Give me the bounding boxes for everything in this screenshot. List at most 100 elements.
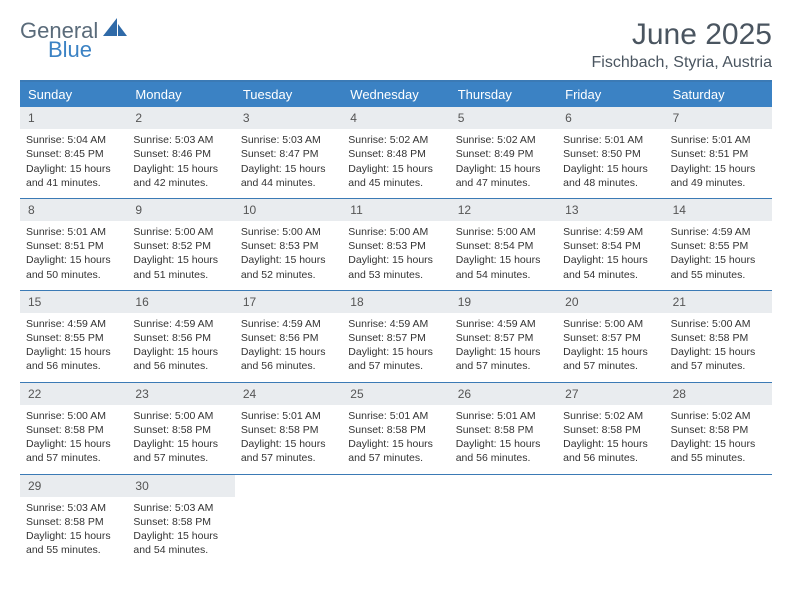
calendar-cell: 11Sunrise: 5:00 AMSunset: 8:53 PMDayligh… xyxy=(342,199,449,290)
weekday-header: Sunday Monday Tuesday Wednesday Thursday… xyxy=(20,82,772,107)
daylight-text: Daylight: 15 hours xyxy=(133,162,228,176)
daylight-text: and 56 minutes. xyxy=(26,359,121,373)
day-number: 5 xyxy=(450,107,557,129)
sunset-text: Sunset: 8:58 PM xyxy=(241,423,336,437)
daylight-text: Daylight: 15 hours xyxy=(563,253,658,267)
day-number: 1 xyxy=(20,107,127,129)
day-number: 6 xyxy=(557,107,664,129)
daylight-text: and 41 minutes. xyxy=(26,176,121,190)
sunset-text: Sunset: 8:53 PM xyxy=(241,239,336,253)
daylight-text: and 54 minutes. xyxy=(133,543,228,557)
sunrise-text: Sunrise: 5:00 AM xyxy=(241,225,336,239)
daylight-text: and 57 minutes. xyxy=(456,359,551,373)
daylight-text: and 56 minutes. xyxy=(133,359,228,373)
sunrise-text: Sunrise: 5:01 AM xyxy=(241,409,336,423)
location: Fischbach, Styria, Austria xyxy=(591,54,772,72)
daylight-text: Daylight: 15 hours xyxy=(671,437,766,451)
calendar-cell: 15Sunrise: 4:59 AMSunset: 8:55 PMDayligh… xyxy=(20,291,127,382)
daylight-text: and 49 minutes. xyxy=(671,176,766,190)
day-number: 13 xyxy=(557,199,664,221)
calendar-cell: 7Sunrise: 5:01 AMSunset: 8:51 PMDaylight… xyxy=(665,107,772,198)
sunrise-text: Sunrise: 5:00 AM xyxy=(563,317,658,331)
calendar-cell: 3Sunrise: 5:03 AMSunset: 8:47 PMDaylight… xyxy=(235,107,342,198)
sunset-text: Sunset: 8:56 PM xyxy=(133,331,228,345)
sunset-text: Sunset: 8:58 PM xyxy=(133,515,228,529)
daylight-text: Daylight: 15 hours xyxy=(348,162,443,176)
sunset-text: Sunset: 8:49 PM xyxy=(456,147,551,161)
day-number: 3 xyxy=(235,107,342,129)
sunrise-text: Sunrise: 5:01 AM xyxy=(671,133,766,147)
sunrise-text: Sunrise: 5:03 AM xyxy=(133,501,228,515)
daylight-text: and 57 minutes. xyxy=(348,359,443,373)
day-number: 23 xyxy=(127,383,234,405)
calendar-cell: 23Sunrise: 5:00 AMSunset: 8:58 PMDayligh… xyxy=(127,383,234,474)
daylight-text: and 47 minutes. xyxy=(456,176,551,190)
daylight-text: and 55 minutes. xyxy=(26,543,121,557)
month-year: June 2025 xyxy=(591,18,772,52)
daylight-text: and 56 minutes. xyxy=(456,451,551,465)
daylight-text: Daylight: 15 hours xyxy=(26,253,121,267)
sunrise-text: Sunrise: 5:02 AM xyxy=(348,133,443,147)
sunrise-text: Sunrise: 5:02 AM xyxy=(456,133,551,147)
sunrise-text: Sunrise: 5:00 AM xyxy=(133,225,228,239)
daylight-text: Daylight: 15 hours xyxy=(563,345,658,359)
sunrise-text: Sunrise: 5:00 AM xyxy=(671,317,766,331)
daylight-text: and 52 minutes. xyxy=(241,268,336,282)
day-number: 18 xyxy=(342,291,449,313)
day-number: 12 xyxy=(450,199,557,221)
daylight-text: and 44 minutes. xyxy=(241,176,336,190)
calendar-cell: 18Sunrise: 4:59 AMSunset: 8:57 PMDayligh… xyxy=(342,291,449,382)
daylight-text: Daylight: 15 hours xyxy=(671,162,766,176)
calendar-cell: 26Sunrise: 5:01 AMSunset: 8:58 PMDayligh… xyxy=(450,383,557,474)
sunrise-text: Sunrise: 5:01 AM xyxy=(348,409,443,423)
daylight-text: Daylight: 15 hours xyxy=(563,162,658,176)
sunrise-text: Sunrise: 5:03 AM xyxy=(133,133,228,147)
daylight-text: Daylight: 15 hours xyxy=(26,437,121,451)
calendar-cell: 14Sunrise: 4:59 AMSunset: 8:55 PMDayligh… xyxy=(665,199,772,290)
daylight-text: and 56 minutes. xyxy=(563,451,658,465)
sunset-text: Sunset: 8:46 PM xyxy=(133,147,228,161)
calendar-cell: 29Sunrise: 5:03 AMSunset: 8:58 PMDayligh… xyxy=(20,475,127,566)
sunrise-text: Sunrise: 4:59 AM xyxy=(241,317,336,331)
daylight-text: Daylight: 15 hours xyxy=(348,345,443,359)
weekday-label: Saturday xyxy=(665,82,772,107)
day-number: 14 xyxy=(665,199,772,221)
daylight-text: and 57 minutes. xyxy=(241,451,336,465)
sunset-text: Sunset: 8:58 PM xyxy=(456,423,551,437)
sunset-text: Sunset: 8:58 PM xyxy=(26,515,121,529)
sunset-text: Sunset: 8:45 PM xyxy=(26,147,121,161)
sunrise-text: Sunrise: 5:01 AM xyxy=(26,225,121,239)
sunset-text: Sunset: 8:54 PM xyxy=(456,239,551,253)
day-number: 17 xyxy=(235,291,342,313)
weekday-label: Monday xyxy=(127,82,234,107)
daylight-text: and 55 minutes. xyxy=(671,268,766,282)
brand-logo: General Blue xyxy=(20,18,129,61)
day-number: 21 xyxy=(665,291,772,313)
sunrise-text: Sunrise: 5:04 AM xyxy=(26,133,121,147)
sunset-text: Sunset: 8:50 PM xyxy=(563,147,658,161)
daylight-text: and 45 minutes. xyxy=(348,176,443,190)
title-block: June 2025 Fischbach, Styria, Austria xyxy=(591,18,772,72)
sunrise-text: Sunrise: 4:59 AM xyxy=(133,317,228,331)
sunrise-text: Sunrise: 5:00 AM xyxy=(456,225,551,239)
daylight-text: and 48 minutes. xyxy=(563,176,658,190)
calendar-cell: 13Sunrise: 4:59 AMSunset: 8:54 PMDayligh… xyxy=(557,199,664,290)
daylight-text: and 57 minutes. xyxy=(26,451,121,465)
day-number: 2 xyxy=(127,107,234,129)
day-number: 29 xyxy=(20,475,127,497)
day-number: 22 xyxy=(20,383,127,405)
daylight-text: Daylight: 15 hours xyxy=(133,253,228,267)
daylight-text: and 53 minutes. xyxy=(348,268,443,282)
sunrise-text: Sunrise: 4:59 AM xyxy=(671,225,766,239)
daylight-text: Daylight: 15 hours xyxy=(133,437,228,451)
daylight-text: and 50 minutes. xyxy=(26,268,121,282)
calendar-week: 1 Sunrise: 5:04 AMSunset: 8:45 PM Daylight… xyxy=(20,107,772,198)
calendar-cell: 10Sunrise: 5:00 AMSunset: 8:53 PMDayligh… xyxy=(235,199,342,290)
calendar: Sunday Monday Tuesday Wednesday Thursday… xyxy=(20,80,772,565)
daylight-text: and 54 minutes. xyxy=(456,268,551,282)
sunrise-text: Sunrise: 5:03 AM xyxy=(241,133,336,147)
sunset-text: Sunset: 8:47 PM xyxy=(241,147,336,161)
daylight-text: Daylight: 15 hours xyxy=(348,253,443,267)
calendar-cell: 9Sunrise: 5:00 AMSunset: 8:52 PMDaylight… xyxy=(127,199,234,290)
sunrise-text: Sunrise: 5:01 AM xyxy=(563,133,658,147)
